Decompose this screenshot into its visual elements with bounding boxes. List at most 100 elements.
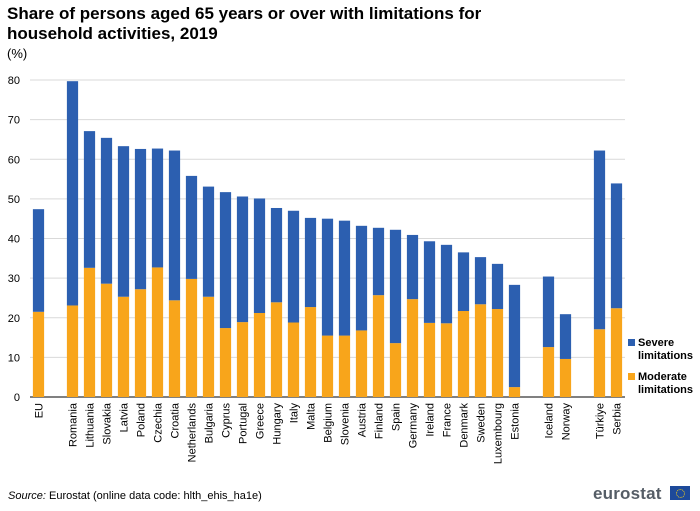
x-tick-label: Spain [391,403,403,431]
y-tick-label: 40 [8,234,20,246]
bar-segment [355,330,368,397]
bar-segment [151,148,164,268]
bar-segment [338,335,351,397]
bar-segment [202,186,215,297]
x-tick-label: Türkiye [595,403,607,439]
bar-segment [185,278,198,397]
bar-segment [32,209,45,312]
bar-segment [321,335,334,397]
bar-segment [117,296,130,397]
bar-segment [168,150,181,301]
bar-segment [355,225,368,331]
bar-segment [134,289,147,397]
x-tick-label: Denmark [459,403,471,448]
x-tick-label: Czechia [153,402,165,443]
bar-segment [219,328,232,397]
x-tick-label: Germany [408,403,420,449]
unit-label: (%) [7,46,28,61]
bar-segment [66,81,79,306]
bar-segment [406,299,419,397]
bars [32,81,623,397]
bar-segment [372,295,385,397]
chart: 0 10 20 30 40 50 60 70 80 EU Romania Lithuania Slov… [8,75,693,464]
bar-segment [253,198,266,313]
bar-segment [559,314,572,359]
legend-label: limitations [638,350,693,362]
source-label: Source: [8,490,46,502]
y-tick-label: 10 [8,352,20,364]
bar-segment [151,267,164,397]
bar-segment [219,192,232,329]
bar-segment [270,302,283,397]
bar-segment [610,308,623,397]
bar-segment [100,283,113,397]
bar-segment [202,296,215,397]
y-tick-label: 60 [8,154,20,166]
bar-segment [168,300,181,397]
bar-segment [474,304,487,397]
x-tick-label: Estonia [510,402,522,440]
bar-segment [406,234,419,300]
x-tick-label: Cyprus [221,403,233,438]
x-tick-label: Poland [136,403,148,437]
bar-segment [593,150,606,330]
legend-label: limitations [638,384,693,396]
bar-segment [474,257,487,305]
bar-segment [423,241,436,323]
y-tick-label: 20 [8,313,20,325]
bar-segment [83,267,96,397]
source-note: Source: Eurostat (online data code: hlth… [8,490,262,502]
bar-segment [304,307,317,397]
bar-segment [66,305,79,397]
legend-swatch [628,339,635,346]
x-tick-label: Austria [357,402,369,437]
x-tick-label: Finland [374,403,386,439]
x-tick-label: Netherlands [187,403,199,463]
bar-segment [321,218,334,336]
y-tick-label: 50 [8,194,20,206]
chart-title: Share of persons aged 65 years or over w… [7,4,482,43]
bar-segment [559,358,572,397]
x-tick-label: Romania [68,402,80,447]
x-tick-label: Sweden [476,403,488,443]
x-tick-label: Lithuania [85,402,97,448]
bar-segment [287,210,300,323]
x-tick-label: Malta [306,402,318,430]
bar-segment [440,244,453,324]
bar-segment [440,323,453,397]
legend-label: Severe [638,337,674,349]
bar-segment [253,312,266,397]
legend-swatch [628,373,635,380]
y-tick-label: 70 [8,115,20,127]
bar-segment [83,131,96,268]
bar-segment [491,263,504,310]
bar-segment [610,183,623,309]
x-tick-label: Bulgaria [204,402,216,443]
bar-segment [185,175,198,279]
bar-segment [542,347,555,397]
bar-segment [593,329,606,397]
x-tick-label: Latvia [119,402,131,432]
bar-segment [32,311,45,397]
x-tick-label: Norway [561,403,573,441]
bar-segment [134,148,147,290]
bar-segment [100,137,113,284]
bar-segment [491,309,504,397]
x-tick-label: Luxembourg [493,403,505,464]
x-tick-label: Slovakia [102,402,114,444]
y-tick-label: 80 [8,75,20,87]
bar-segment [117,146,130,297]
x-tick-label: Slovenia [340,402,352,445]
x-tick-label: Italy [289,403,301,424]
x-tick-label: EU [34,403,46,418]
bar-segment [508,284,521,388]
bar-segment [457,311,470,397]
bar-segment [372,227,385,296]
bar-segment [236,322,249,397]
x-tick-label: Ireland [425,403,437,437]
x-tick-label: Hungary [272,403,284,445]
x-tick-label: Serbia [612,402,624,435]
x-tick-label: Iceland [544,403,556,438]
x-tick-label: France [442,403,454,437]
